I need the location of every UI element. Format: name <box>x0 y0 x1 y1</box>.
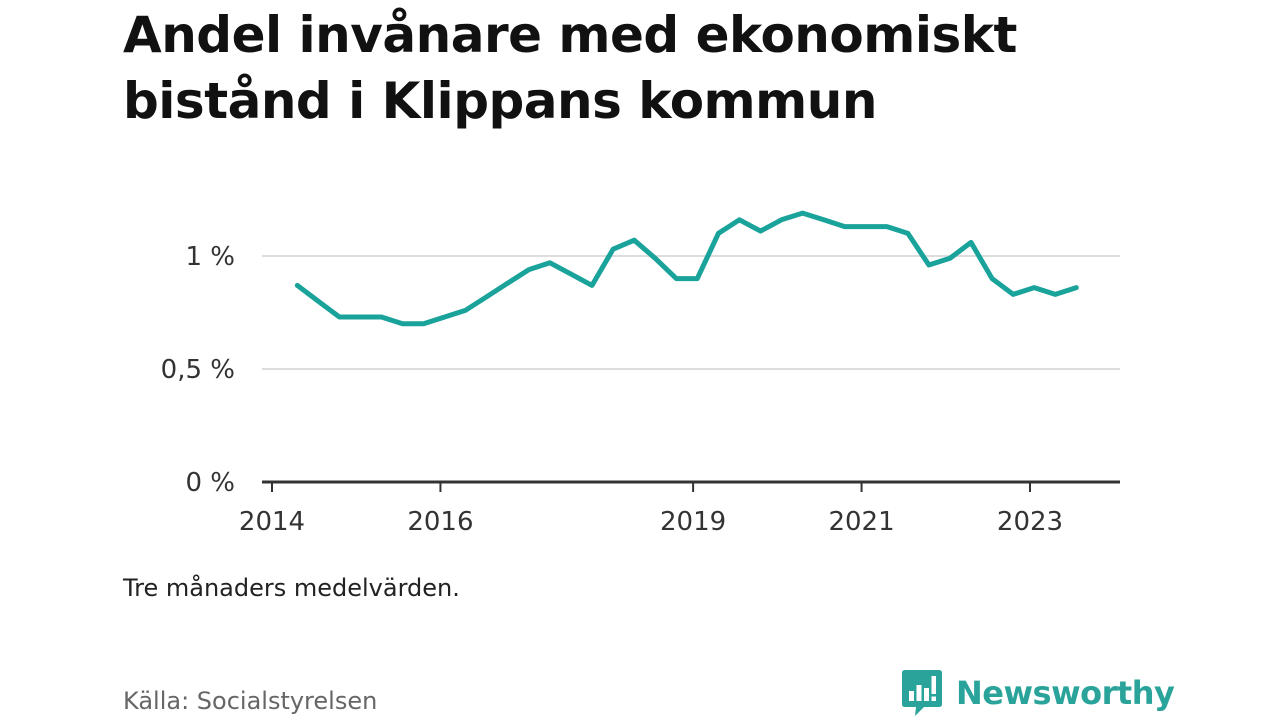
x-tick-label: 2021 <box>828 507 894 537</box>
x-tick-label: 2016 <box>407 507 473 537</box>
x-axis-labels: 2014 2016 2019 2021 2023 <box>239 482 1063 537</box>
source-text: Källa: Socialstyrelsen <box>123 687 378 715</box>
y-axis-labels: 0 % 0,5 % 1 % <box>161 242 235 498</box>
series-line <box>294 210 1079 327</box>
brand-name: Newsworthy <box>956 674 1175 712</box>
y-tick-label: 0,5 % <box>161 355 235 385</box>
chart-note: Tre månaders medelvärden. <box>123 574 460 602</box>
x-tick-label: 2019 <box>660 507 726 537</box>
y-tick-label: 0 % <box>185 468 235 498</box>
x-tick-label: 2023 <box>997 507 1063 537</box>
series-layer <box>294 210 1079 327</box>
chart-title: Andel invånare med ekonomiskt bistånd i … <box>123 6 1017 130</box>
newsworthy-logo-icon <box>902 670 942 716</box>
brand-logo: Newsworthy <box>902 668 1175 718</box>
y-tick-label: 1 % <box>185 242 235 272</box>
x-tick-label: 2014 <box>239 507 305 537</box>
